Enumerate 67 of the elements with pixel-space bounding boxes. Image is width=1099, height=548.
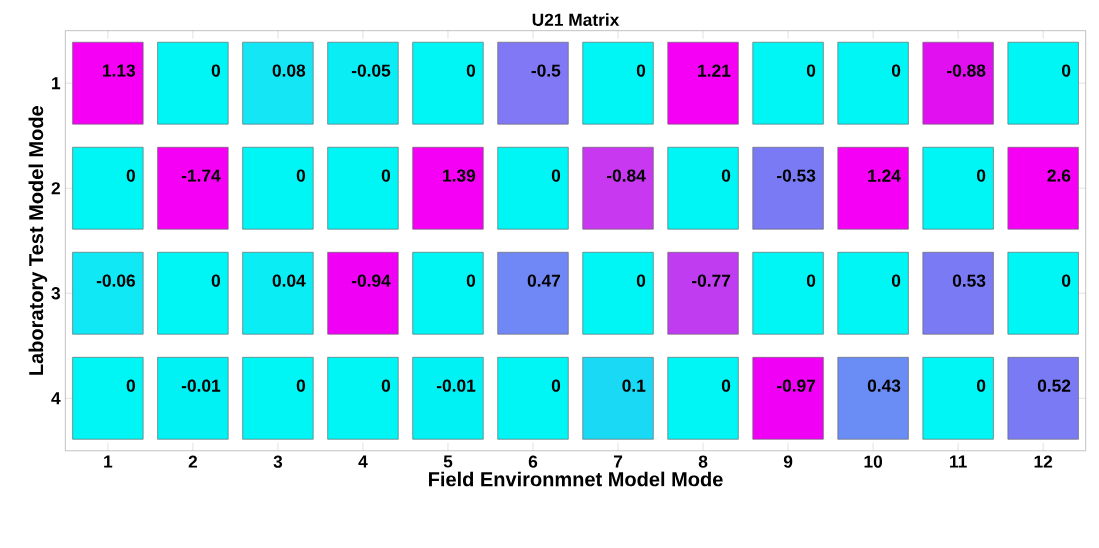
data-label: 0 (551, 169, 561, 182)
y-axis-title: Laboratory Test Model Mode (28, 105, 48, 375)
data-label: -0.53 (777, 169, 816, 182)
data-label: -0.88 (947, 64, 986, 77)
x-tick-label: 4 (358, 455, 368, 468)
data-label: 0 (976, 379, 986, 392)
y-tick-label: 2 (51, 182, 60, 195)
data-label: 0 (721, 169, 731, 182)
data-label: 0.08 (272, 64, 306, 77)
data-label: 0 (126, 169, 135, 182)
x-tick-label: 10 (864, 455, 883, 468)
x-tick-label: 1 (104, 455, 113, 468)
data-label: -0.05 (351, 64, 391, 77)
data-label: 1.13 (103, 64, 136, 77)
data-label: -0.5 (531, 64, 561, 77)
data-label: 0 (211, 274, 220, 287)
x-tick-label: 5 (443, 455, 453, 468)
data-label: 1.24 (868, 169, 901, 182)
x-tick-label: 2 (188, 455, 198, 468)
chart-title: U21 Matrix (532, 13, 620, 26)
data-label: 0 (1062, 274, 1071, 287)
data-label: 0 (806, 64, 816, 77)
data-label: 0 (891, 64, 901, 77)
x-tick-label: 8 (698, 455, 708, 468)
data-label: 0 (1062, 64, 1071, 77)
data-label: 0.04 (272, 274, 306, 287)
data-label: 0 (551, 379, 561, 392)
data-label: -0.94 (351, 274, 391, 287)
data-label: 0 (721, 379, 731, 392)
x-tick-label: 7 (613, 455, 623, 468)
x-tick-label: 3 (273, 455, 283, 468)
data-label: -0.01 (436, 379, 476, 392)
data-label: 1.39 (443, 169, 476, 182)
data-label: 0 (381, 169, 391, 182)
data-label: 0 (466, 64, 476, 77)
x-axis-title: Field Environmnet Model Mode (429, 471, 723, 487)
y-tick-label: 3 (51, 287, 61, 300)
x-tick-label: 6 (528, 455, 538, 468)
data-label: 0 (126, 379, 135, 392)
data-label: 0 (636, 274, 646, 287)
data-label: 0 (806, 274, 816, 287)
data-label: 0 (211, 64, 220, 77)
data-label: 0.1 (622, 379, 646, 392)
x-tick-label: 12 (1034, 455, 1053, 468)
data-label: -0.84 (606, 169, 646, 182)
data-label: 0 (976, 169, 986, 182)
data-label: -0.97 (777, 379, 816, 392)
data-label: 0.52 (1037, 379, 1071, 392)
data-label: 0.47 (527, 274, 561, 287)
data-label: 0 (466, 274, 476, 287)
data-label: -1.74 (181, 169, 221, 182)
data-label: 0 (296, 379, 305, 392)
data-label: 0.43 (867, 379, 901, 392)
data-label: 0 (891, 274, 901, 287)
data-label: -0.77 (692, 274, 731, 287)
data-label: 0 (636, 64, 646, 77)
y-tick-label: 4 (51, 392, 61, 405)
data-label: 0 (381, 379, 391, 392)
data-label: -0.06 (96, 274, 136, 287)
x-tick-label: 9 (783, 455, 793, 468)
data-label: 2.6 (1047, 169, 1071, 182)
data-label: 1.21 (698, 64, 731, 77)
y-tick-label: 1 (52, 77, 61, 90)
data-label: 0 (296, 169, 305, 182)
data-label: 0.53 (952, 274, 986, 287)
x-tick-label: 11 (950, 455, 967, 468)
data-label: -0.01 (181, 379, 221, 392)
